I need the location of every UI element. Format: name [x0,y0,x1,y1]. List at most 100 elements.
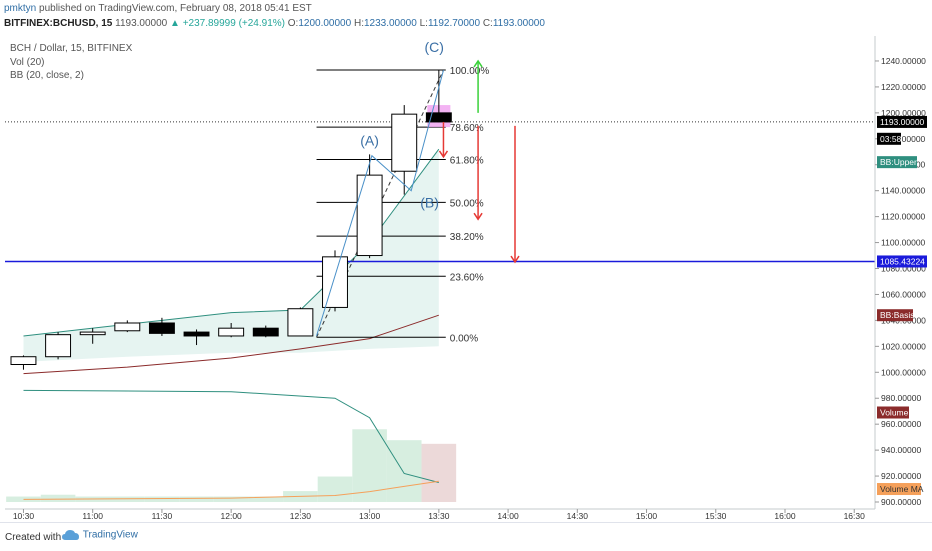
ohlc-line: BITFINEX:BCHUSD, 15 1193.00000 ▲ +237.89… [4,18,545,29]
down-arrow [473,125,483,221]
change-value: ▲ +237.89999 (+24.91%) [170,18,285,29]
volume-tag-bg [877,406,909,419]
time-tick-label: 16:30 [844,511,866,521]
wave-label: (C) [425,39,444,55]
candle-body [10,356,37,366]
tradingview-brand: TradingView [82,529,138,541]
volume-bar [179,496,214,502]
indicator-legend-item: Vol (20) [10,57,44,68]
price-tick-label: 900.00000 [881,497,921,507]
wave-label: (A) [360,132,379,148]
chart-title: BCH / Dollar, 15, BITFINEX [10,43,133,54]
time-tick-label: 10:30 [13,511,35,521]
close-label: C: [482,18,493,29]
time-tick-label: 11:30 [152,511,173,521]
close-value: 1193.00000 [492,18,545,29]
fib-level-label: 78.60% [450,123,484,134]
author-link[interactable]: pmktyn [4,3,37,14]
wave-label: (B) [420,195,439,211]
last-price: 1193.00000 [115,18,168,29]
volume-bar [110,496,145,502]
volume-bar [317,476,353,502]
price-tick-label: 1100.00000 [881,238,926,248]
countdown-tag-bg [877,132,901,145]
small-down-arrow [438,121,449,159]
low-label: L: [419,18,428,29]
countdown-tag: 03:58 [880,134,902,144]
volume-bar [421,443,457,502]
bb-basis-line [23,314,439,375]
volume-ma-line [23,480,439,500]
candle-body [79,331,106,336]
publish-line: pmktyn published on TradingView.com, Feb… [4,3,312,14]
candle-body [287,308,314,337]
support-price-tag: 1085.43224 [880,256,925,266]
time-tick-label: 16:00 [774,511,796,521]
footer: Created with TradingView [0,522,932,551]
volume-bar [213,496,249,502]
down-arrow-head [473,212,483,221]
fib-level-label: 61.80% [450,156,484,167]
target-up-arrow [473,59,483,113]
volume-band-line [23,389,439,483]
time-tick-label: 13:00 [359,511,381,521]
volume-tag: Volume [880,407,909,417]
price-chart[interactable]: BCH / Dollar, 15, BITFINEX Vol (20) BB (20… [0,36,932,522]
price-tick-label: 960.00000 [881,419,921,429]
price-tick-label: 940.00000 [881,445,921,455]
bb-basis-tag-bg [877,309,913,322]
time-tick-label: 14:00 [497,511,519,521]
time-tick-label: 15:00 [636,511,658,521]
created-with-label: Created with [5,532,62,543]
price-tick-label: 920.00000 [881,471,921,481]
fib-level-label: 100.00% [450,66,490,77]
time-tick-label: 15:30 [705,511,727,521]
small-down-arrow-head [438,150,449,159]
price-tick-label: 1200.00000 [881,108,926,118]
candle-body [322,256,348,308]
indicator-legend-item: BB (20, close, 2) [10,70,84,81]
volume-bar [40,494,76,502]
candle-body [425,112,452,123]
volume-bar [144,496,180,502]
candle-body [183,331,210,337]
candle-body [45,334,72,358]
volume-bar [248,496,284,502]
fib-level-label: 38.20% [450,232,484,243]
fib-level-label: 23.60% [450,272,484,283]
price-tick-label: 1140.00000 [881,186,926,196]
time-tick-label: 13:30 [428,511,450,521]
volume-bar [386,440,422,502]
last-price-tag-bg [877,115,927,128]
price-tick-label: 1220.00000 [881,82,926,92]
candle-body [148,322,175,334]
volume-ma-tag-bg [877,483,921,496]
fib-level-label: 0.00% [450,333,478,344]
open-label: O: [287,18,299,29]
long-down-arrow [510,125,520,264]
price-tick-label: 980.00000 [881,393,921,403]
price-tick-label: 1240.00000 [881,56,926,66]
high-label: H: [353,18,364,29]
time-tick-label: 11:00 [82,511,103,521]
candle-body [114,322,141,332]
publish-info: published on TradingView.com, February 0… [39,3,312,14]
bb-upper-tag-bg [877,156,917,169]
symbol-label: BITFINEX:BCHUSD, 15 [4,18,113,29]
target-up-arrow-head [473,59,483,68]
bb-basis-tag: BB:Basis [880,310,915,320]
low-value: 1192.70000 [427,18,481,29]
volume-bar [352,429,387,502]
cloud-icon [62,530,79,540]
price-tick-label: 1000.00000 [881,367,926,377]
fib-level-label: 50.00% [450,198,484,209]
bb-upper-tag: BB:Upper [880,157,917,167]
volume-ma-tag: Volume MA [880,484,924,494]
volume-bar [6,496,41,502]
candle-body [218,327,245,337]
high-value: 1233.00000 [363,18,417,29]
price-tick-label: 1180.00000 [881,134,926,144]
tradingview-logo[interactable]: TradingView [62,529,138,541]
wave-path [316,69,444,337]
time-tick-label: 12:00 [221,511,243,521]
